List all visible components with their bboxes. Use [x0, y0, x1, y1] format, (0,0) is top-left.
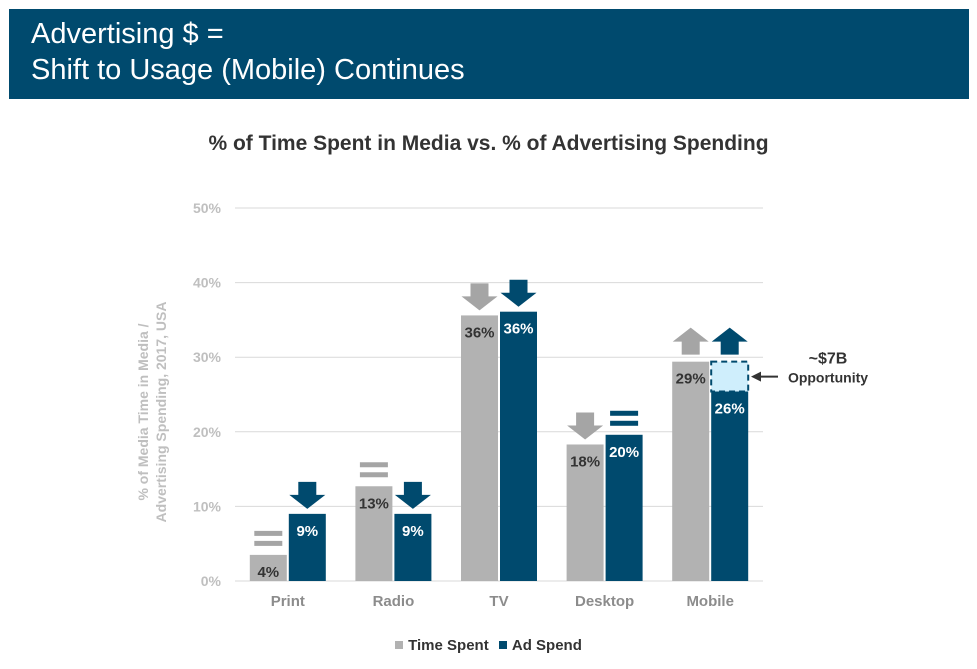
data-label-time-spent-radio: 13% — [359, 495, 389, 512]
bar-ad-spend-mobile — [711, 391, 749, 581]
equals-icon-top — [254, 530, 283, 536]
bar-time-spent-radio — [355, 486, 393, 581]
equals-icon-bottom — [254, 540, 283, 546]
y-tick-label: 40% — [193, 275, 222, 291]
legend-item-time-spent: Time Spent — [395, 637, 489, 654]
bar-ad-spend-desktop — [605, 434, 643, 581]
equals-icon-top — [610, 410, 639, 416]
down-arrow-icon — [394, 481, 431, 509]
legend-swatch-time-spent — [395, 641, 404, 649]
x-tick-label-mobile: Mobile — [686, 593, 734, 610]
down-arrow-icon — [289, 481, 326, 509]
up-arrow-icon — [711, 327, 748, 355]
opportunity-box — [710, 360, 750, 393]
down-arrow-icon — [500, 279, 537, 307]
bar-ad-spend-print — [288, 513, 326, 581]
legend-item-ad-spend: Ad Spend — [498, 636, 582, 654]
equals-icon-top — [359, 462, 388, 468]
bar-ad-spend-radio — [394, 513, 432, 581]
down-arrow-icon — [567, 412, 604, 440]
title-bar: Advertising $ = Shift to Usage (Mobile) … — [9, 9, 969, 99]
x-tick-label-desktop: Desktop — [575, 593, 634, 610]
x-tick-label-radio: Radio — [373, 593, 415, 610]
x-tick-label-tv: TV — [489, 593, 508, 610]
y-tick-label: 50% — [193, 200, 222, 216]
data-label-ad-spend-mobile: 26% — [715, 401, 745, 418]
down-arrow-icon — [461, 283, 498, 311]
data-label-time-spent-mobile: 29% — [676, 371, 706, 388]
x-tick-label-print: Print — [271, 593, 305, 610]
legend-label-ad-spend: Ad Spend — [511, 636, 582, 654]
title-line-2: Shift to Usage (Mobile) Continues — [31, 54, 465, 86]
data-label-time-spent-print: 4% — [257, 564, 279, 581]
data-label-ad-spend-tv: 36% — [503, 321, 533, 338]
legend-swatch-ad-spend — [498, 641, 507, 649]
legend: Time Spent Ad Spend — [0, 636, 977, 654]
bar-time-spent-print — [249, 554, 287, 581]
opportunity-value: ~$7B — [809, 351, 848, 368]
data-label-time-spent-tv: 36% — [464, 324, 494, 341]
bar-ad-spend-tv — [500, 311, 537, 581]
title-line-1: Advertising $ = — [31, 18, 224, 50]
chart-title: % of Time Spent in Media vs. % of Advert… — [208, 132, 769, 155]
data-label-ad-spend-radio: 9% — [402, 523, 424, 540]
y-tick-label: 30% — [193, 349, 222, 365]
opportunity-arrow-head — [751, 371, 761, 382]
y-tick-label: 20% — [193, 424, 222, 440]
y-axis-label-line-2: Advertising Spending, 2017, USA — [153, 302, 169, 523]
bar-time-spent-tv — [461, 315, 498, 581]
up-arrow-icon — [672, 327, 709, 355]
y-tick-label: 0% — [201, 573, 222, 589]
bar-time-spent-mobile — [672, 361, 710, 581]
equals-icon-bottom — [610, 420, 639, 426]
data-label-time-spent-desktop: 18% — [570, 453, 600, 470]
bar-time-spent-desktop — [566, 444, 604, 581]
equals-icon-bottom — [359, 472, 388, 478]
data-label-ad-spend-print: 9% — [296, 523, 318, 540]
y-tick-label: 10% — [193, 498, 222, 514]
y-axis-label-line-1: % of Media Time in Media / — [135, 323, 151, 500]
legend-label-time-spent: Time Spent — [408, 636, 489, 654]
data-label-ad-spend-desktop: 20% — [609, 444, 639, 461]
opportunity-label: Opportunity — [788, 370, 868, 386]
